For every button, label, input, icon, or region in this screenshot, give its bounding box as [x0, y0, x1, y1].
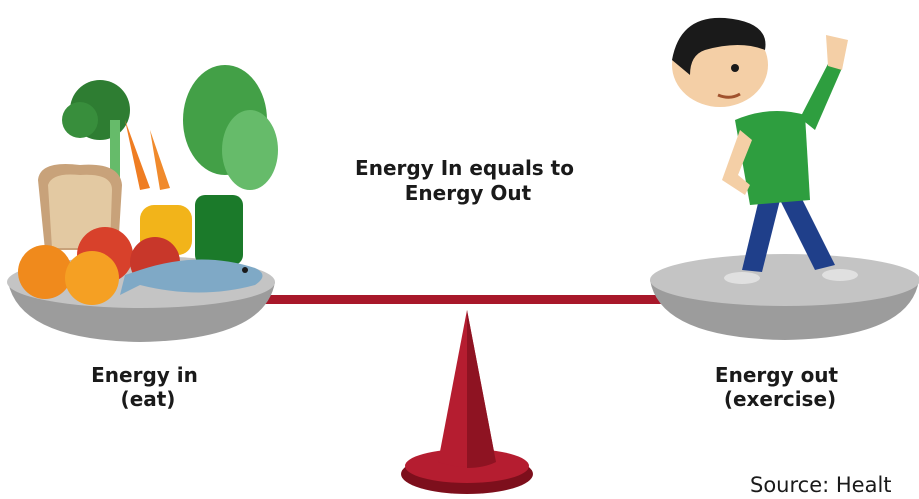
right-plate: [650, 254, 919, 340]
label-line: (eat): [121, 387, 176, 411]
illustration: Energy In equals to Energy Out Energy in…: [0, 0, 919, 499]
left-label: Energy in (eat): [91, 363, 205, 411]
label-line: Energy in: [91, 363, 198, 387]
title: Energy In equals to Energy Out: [355, 156, 581, 205]
food: [18, 65, 278, 305]
fulcrum: [401, 310, 533, 494]
balance-beam: [262, 295, 667, 304]
title-line: Energy Out: [405, 181, 532, 205]
label-line: Energy out: [715, 363, 839, 387]
label-line: (exercise): [724, 387, 836, 411]
title-line: Energy In equals to: [355, 156, 574, 180]
right-label: Energy out (exercise): [715, 363, 845, 411]
person: [672, 18, 858, 284]
source: Source: Healt: [750, 473, 892, 497]
